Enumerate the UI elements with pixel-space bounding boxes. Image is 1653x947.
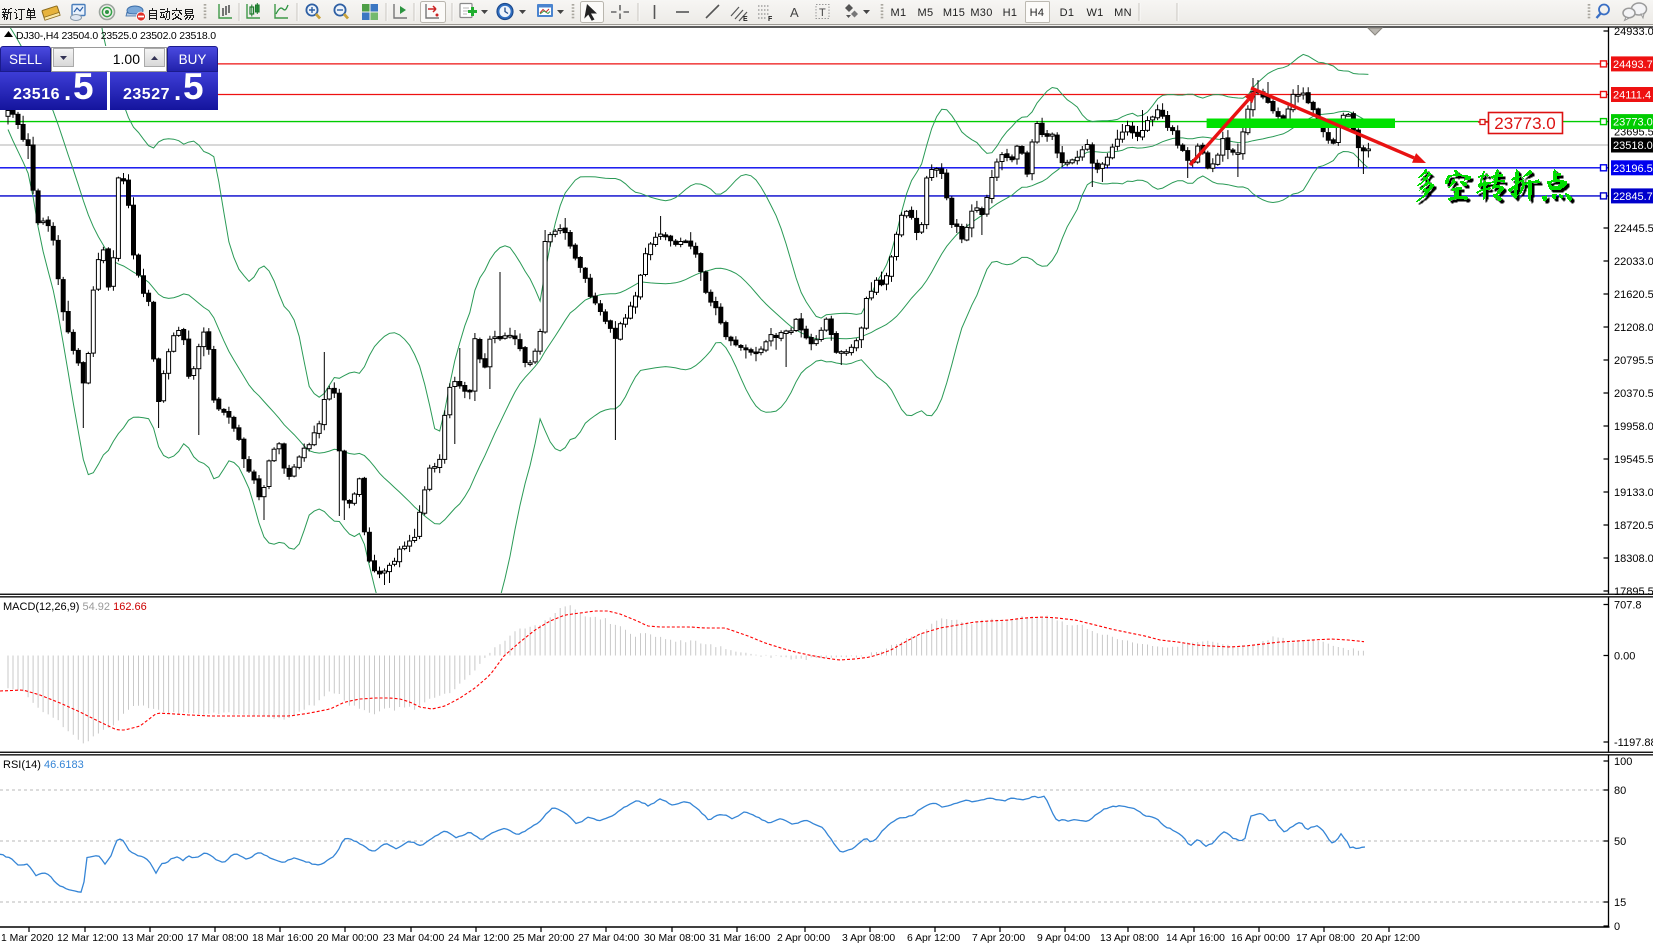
svg-text:13 Mar 20:00: 13 Mar 20:00 bbox=[122, 933, 183, 944]
svg-text:MACD(12,26,9) 54.92 162.66: MACD(12,26,9) 54.92 162.66 bbox=[3, 601, 147, 613]
svg-text:RSI(14) 46.6183: RSI(14) 46.6183 bbox=[3, 759, 84, 771]
svg-text:M15: M15 bbox=[943, 7, 965, 19]
svg-text:24493.7: 24493.7 bbox=[1613, 59, 1653, 71]
svg-text:24933.0: 24933.0 bbox=[1614, 26, 1653, 38]
svg-text:M1: M1 bbox=[891, 7, 907, 19]
svg-text:0: 0 bbox=[1614, 921, 1620, 933]
svg-text:E: E bbox=[743, 16, 748, 23]
svg-text:9 Apr 04:00: 9 Apr 04:00 bbox=[1037, 933, 1090, 944]
svg-text:DJ30-,H4 23504.0 23525.0 2350: DJ30-,H4 23504.0 23525.0 23502.0 23518.0 bbox=[16, 30, 216, 42]
svg-text:17 Apr 08:00: 17 Apr 08:00 bbox=[1296, 933, 1355, 944]
svg-text:22445.5: 22445.5 bbox=[1614, 223, 1653, 235]
svg-text:100: 100 bbox=[1614, 756, 1632, 768]
svg-text:1 Mar 2020: 1 Mar 2020 bbox=[1, 933, 54, 944]
svg-text:21620.5: 21620.5 bbox=[1614, 289, 1653, 301]
svg-text:23773.0: 23773.0 bbox=[1494, 114, 1555, 133]
svg-text:24111.4: 24111.4 bbox=[1613, 90, 1651, 102]
svg-text:A: A bbox=[790, 5, 799, 20]
svg-text:20795.5: 20795.5 bbox=[1614, 355, 1653, 367]
svg-text:M5: M5 bbox=[918, 7, 934, 19]
svg-text:T: T bbox=[819, 7, 826, 19]
svg-text:23 Mar 04:00: 23 Mar 04:00 bbox=[383, 933, 444, 944]
svg-text:22845.7: 22845.7 bbox=[1613, 191, 1653, 203]
svg-text:W1: W1 bbox=[1086, 7, 1103, 19]
svg-text:19133.0: 19133.0 bbox=[1614, 487, 1653, 499]
svg-text:23773.0: 23773.0 bbox=[1613, 117, 1653, 129]
svg-text:7 Apr 20:00: 7 Apr 20:00 bbox=[972, 933, 1025, 944]
svg-text:31 Mar 16:00: 31 Mar 16:00 bbox=[709, 933, 770, 944]
svg-text:19545.5: 19545.5 bbox=[1614, 454, 1653, 466]
svg-text:17895.5: 17895.5 bbox=[1614, 586, 1653, 598]
svg-text:24 Mar 12:00: 24 Mar 12:00 bbox=[448, 933, 509, 944]
svg-text:23695.5: 23695.5 bbox=[1614, 127, 1653, 139]
svg-text:23196.5: 23196.5 bbox=[1613, 163, 1653, 175]
svg-text:2 Apr 00:00: 2 Apr 00:00 bbox=[777, 933, 830, 944]
svg-text:3 Apr 08:00: 3 Apr 08:00 bbox=[842, 933, 895, 944]
svg-text:H4: H4 bbox=[1030, 7, 1045, 19]
svg-text:0.00: 0.00 bbox=[1614, 651, 1635, 663]
svg-text:12 Mar 12:00: 12 Mar 12:00 bbox=[57, 933, 118, 944]
svg-text:25 Mar 20:00: 25 Mar 20:00 bbox=[513, 933, 574, 944]
svg-text:-1197.88: -1197.88 bbox=[1614, 737, 1653, 749]
svg-text:22033.0: 22033.0 bbox=[1614, 256, 1653, 268]
svg-text:M30: M30 bbox=[970, 7, 992, 19]
svg-text:16 Apr 00:00: 16 Apr 00:00 bbox=[1231, 933, 1290, 944]
svg-text:D1: D1 bbox=[1060, 7, 1075, 19]
svg-text:F: F bbox=[768, 16, 773, 23]
svg-text:50: 50 bbox=[1614, 836, 1626, 848]
svg-text:14 Apr 16:00: 14 Apr 16:00 bbox=[1166, 933, 1225, 944]
svg-text:13 Apr 08:00: 13 Apr 08:00 bbox=[1100, 933, 1159, 944]
svg-text:17 Mar 08:00: 17 Mar 08:00 bbox=[187, 933, 248, 944]
svg-text:707.8: 707.8 bbox=[1614, 600, 1642, 612]
svg-text:15: 15 bbox=[1614, 897, 1626, 909]
svg-text:20 Mar 00:00: 20 Mar 00:00 bbox=[317, 933, 378, 944]
svg-text:20 Apr 12:00: 20 Apr 12:00 bbox=[1361, 933, 1420, 944]
svg-text:18308.0: 18308.0 bbox=[1614, 553, 1653, 565]
svg-text:30 Mar 08:00: 30 Mar 08:00 bbox=[644, 933, 705, 944]
svg-text:18 Mar 16:00: 18 Mar 16:00 bbox=[252, 933, 313, 944]
svg-text:23518.0: 23518.0 bbox=[1613, 140, 1653, 152]
svg-text:20370.5: 20370.5 bbox=[1614, 388, 1653, 400]
svg-text:H1: H1 bbox=[1003, 7, 1018, 19]
svg-text:18720.5: 18720.5 bbox=[1614, 520, 1653, 532]
svg-text:19958.0: 19958.0 bbox=[1614, 421, 1653, 433]
svg-text:27 Mar 04:00: 27 Mar 04:00 bbox=[578, 933, 639, 944]
svg-text:6 Apr 12:00: 6 Apr 12:00 bbox=[907, 933, 960, 944]
svg-text:MN: MN bbox=[1114, 7, 1132, 19]
svg-text:80: 80 bbox=[1614, 785, 1626, 797]
svg-text:21208.0: 21208.0 bbox=[1614, 322, 1653, 334]
